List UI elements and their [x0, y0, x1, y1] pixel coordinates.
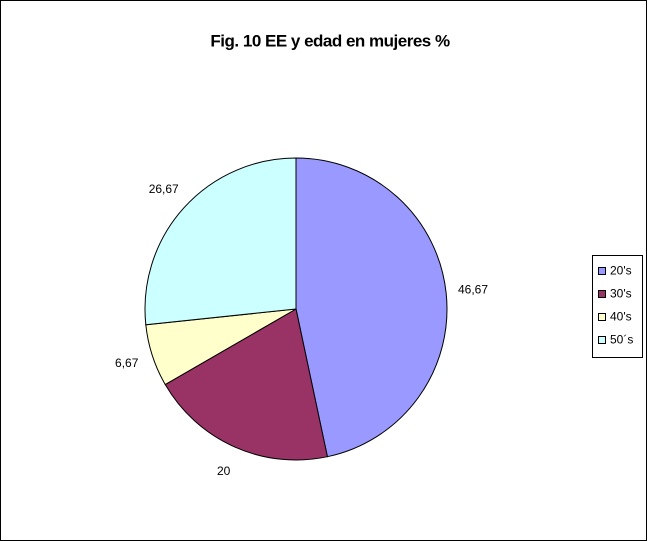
legend-swatch	[598, 267, 606, 275]
data-label: 26,67	[149, 182, 179, 196]
legend-swatch	[598, 336, 606, 344]
legend-label: 30's	[610, 287, 632, 301]
pie-slice	[164, 308, 329, 461]
pie-slice	[144, 157, 297, 326]
data-label: 20	[217, 464, 231, 478]
data-label: 46,67	[458, 283, 488, 297]
legend-label: 40's	[610, 310, 632, 324]
data-label: 6,67	[115, 356, 139, 370]
legend-label: 20's	[610, 264, 632, 278]
legend-swatch	[598, 313, 606, 321]
legend-swatch	[598, 290, 606, 298]
legend-label: 50´s	[610, 333, 633, 347]
chart-title: Fig. 10 EE y edad en mujeres %	[210, 31, 450, 50]
pie-slice	[295, 157, 448, 458]
